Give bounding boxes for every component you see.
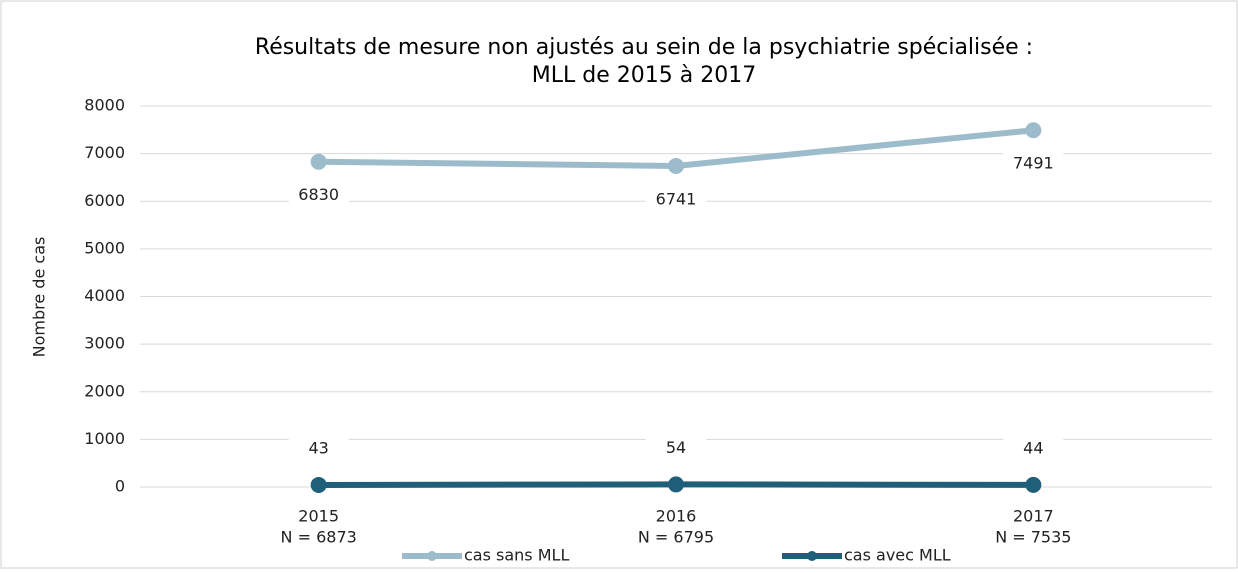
data-label: 7491 [1013,154,1054,173]
y-tick-label: 1000 [84,429,125,448]
y-tick-label: 5000 [84,238,125,257]
data-label: 54 [666,438,686,457]
label-bg [1003,436,1064,461]
point [1025,122,1042,139]
legend-label: cas avec MLL [844,546,951,565]
x-tick-sublabel: N = 7535 [995,528,1071,547]
point [310,153,327,170]
point [668,476,684,493]
legend-label: cas sans MLL [464,546,569,565]
legend-marker [427,551,437,561]
legend-marker [807,551,817,561]
label-bg [1003,152,1064,177]
x-tick-label: 2015 [298,507,339,526]
x-tick-sublabel: N = 6873 [281,528,357,547]
label-bg [646,187,706,212]
x-tick-label: 2016 [656,507,697,526]
chart-title: Résultats de mesure non ajustés au sein … [255,35,1033,60]
y-axis-label: Nombre de cas [30,237,49,358]
point [310,476,327,493]
y-tick-label: 0 [115,477,125,496]
label-bg [646,436,706,461]
label-bg [288,436,349,461]
label-bg [288,183,349,208]
y-tick-label: 3000 [84,334,125,353]
x-tick-label: 2017 [1013,507,1054,526]
y-tick-label: 6000 [84,191,125,210]
x-tick-sublabel: N = 6795 [638,528,714,547]
data-label: 43 [308,438,328,457]
chart-subtitle: MLL de 2015 à 2017 [532,63,756,88]
data-label: 44 [1023,438,1043,457]
y-tick-label: 8000 [84,96,125,115]
data-label: 6830 [298,185,339,204]
point [1025,476,1042,493]
point [668,157,684,174]
y-tick-label: 4000 [84,286,125,305]
data-label: 6741 [656,189,697,208]
y-tick-label: 7000 [84,143,125,162]
y-tick-label: 2000 [84,381,125,400]
